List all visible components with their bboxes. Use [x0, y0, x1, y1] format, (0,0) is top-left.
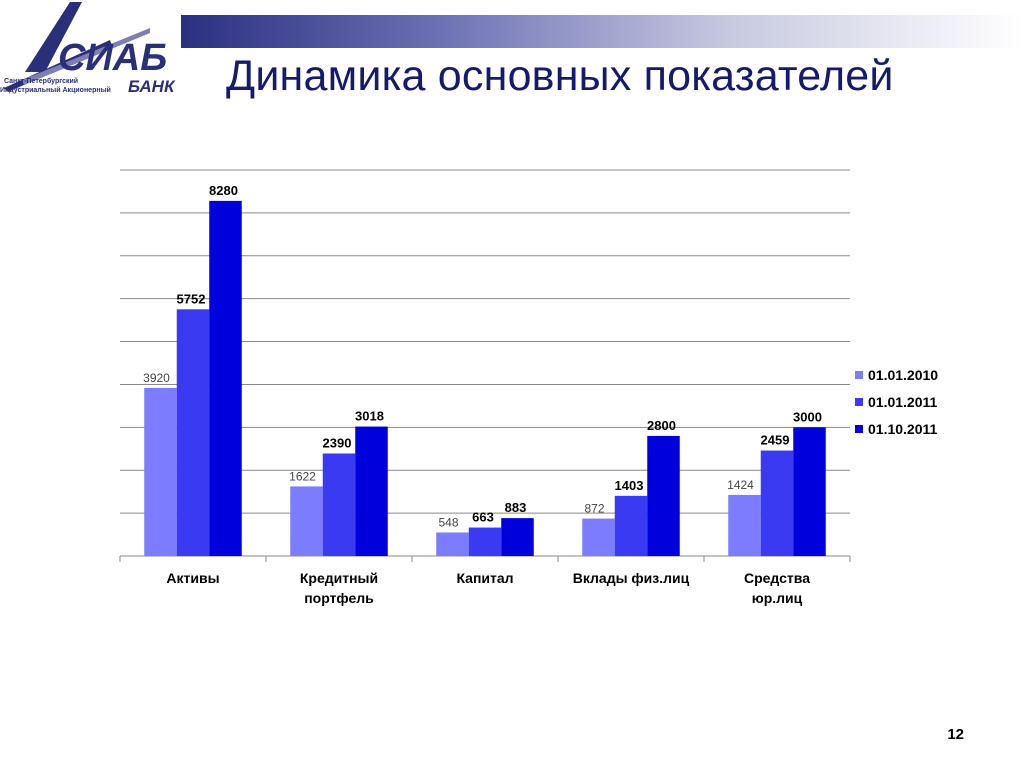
bar — [176, 309, 210, 556]
bar — [468, 527, 502, 556]
legend-swatch — [855, 371, 863, 379]
bar — [760, 450, 794, 556]
slide-number: 12 — [947, 726, 964, 743]
data-label: 2390 — [323, 435, 352, 450]
data-label: 2459 — [761, 433, 790, 448]
data-label: 548 — [438, 515, 458, 529]
bar — [355, 426, 388, 556]
legend-label: 01.10.2011 — [868, 421, 938, 437]
bar — [793, 427, 826, 556]
data-label: 883 — [505, 500, 527, 515]
data-label: 663 — [472, 510, 494, 525]
data-label: 3920 — [143, 371, 170, 385]
category-label: Средства — [744, 570, 810, 586]
svg-text:Индустриальный Акционерный: Индустриальный Акционерный — [0, 86, 111, 94]
data-label: 3000 — [793, 409, 822, 424]
bar — [501, 518, 534, 556]
bar — [290, 486, 323, 556]
data-label: 5752 — [177, 291, 206, 306]
bar — [614, 495, 648, 556]
svg-text:Санкт-Петербургский: Санкт-Петербургский — [4, 77, 78, 85]
header-gradient-bar — [181, 15, 1024, 48]
data-label: 872 — [584, 502, 604, 516]
category-label: Вклады физ.лиц — [573, 570, 690, 586]
bar — [144, 387, 177, 556]
data-label: 1424 — [727, 478, 754, 492]
legend-label: 01.01.2010 — [868, 367, 938, 383]
category-label: юр.лиц — [752, 590, 803, 606]
legend-label: 01.01.2011 — [868, 394, 938, 410]
bar — [728, 494, 761, 556]
svg-text:СИАБ: СИАБ — [58, 37, 167, 79]
bar — [209, 200, 242, 556]
page-title: Динамика основных показателей — [226, 52, 894, 100]
bar — [436, 532, 469, 556]
bar — [582, 518, 615, 556]
legend-swatch — [855, 425, 863, 433]
data-label: 2800 — [647, 418, 676, 433]
category-label: Капитал — [456, 570, 513, 586]
legend-swatch — [855, 398, 863, 406]
data-label: 3018 — [355, 409, 384, 424]
category-label: Кредитный — [300, 570, 378, 586]
data-label: 1403 — [615, 478, 644, 493]
category-label: портфель — [304, 590, 374, 606]
bar — [322, 453, 356, 556]
data-label: 1622 — [289, 469, 316, 483]
category-label: Активы — [166, 570, 219, 586]
data-label: 8280 — [209, 183, 238, 198]
svg-text:БАНК: БАНК — [128, 77, 176, 96]
bank-logo: СИАБ БАНК Санкт-Петербургский Индустриал… — [0, 2, 176, 96]
bar — [647, 435, 680, 556]
